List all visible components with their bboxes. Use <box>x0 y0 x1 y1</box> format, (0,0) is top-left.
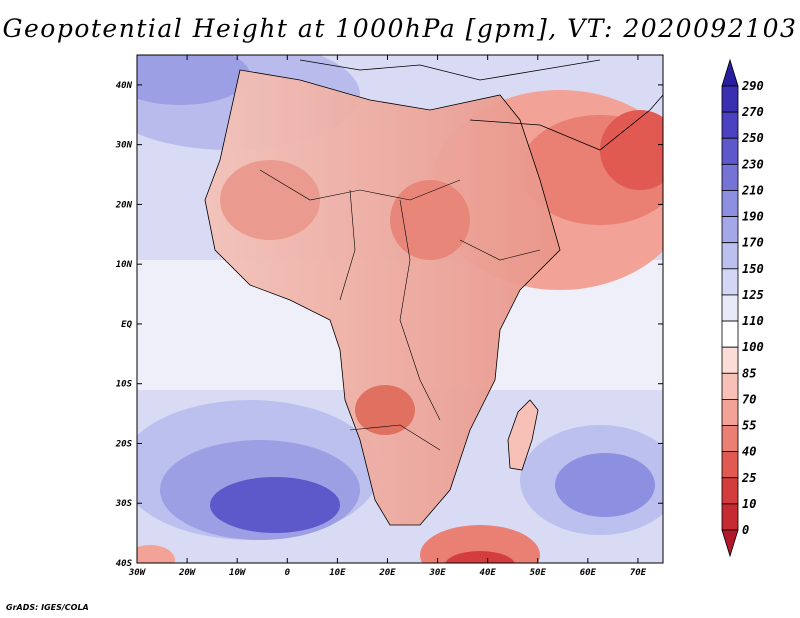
colorbar-label: 170 <box>742 236 764 250</box>
colorbar-label: 40 <box>742 445 756 459</box>
colorbar-label: 150 <box>742 262 764 276</box>
colorbar-swatch <box>721 477 739 505</box>
colorbar-swatch <box>721 399 739 426</box>
colorbar-label: 290 <box>741 79 764 93</box>
lon-tick-label: 60E <box>580 568 597 578</box>
lon-tick-label: 30W <box>128 568 147 578</box>
colorbar-label: 100 <box>742 340 764 354</box>
lon-tick-label: 20W <box>178 568 197 578</box>
lat-tick-label: EQ <box>121 320 132 330</box>
lon-tick-label: 70E <box>630 568 647 578</box>
lat-tick-label: 10S <box>116 380 133 390</box>
colorbar-swatch <box>721 242 739 270</box>
lon-tick-label: 10W <box>229 568 247 578</box>
colorbar-swatch <box>721 190 739 217</box>
lon-tick-label: 10E <box>329 568 346 578</box>
colorbar-swatch <box>721 320 739 348</box>
lon-tick-label: 20E <box>378 568 396 578</box>
colorbar-label: 210 <box>741 183 764 197</box>
map-title: Geopotential Height at 1000hPa [gpm], VT… <box>2 14 798 43</box>
lon-tick-label: 40E <box>480 568 497 578</box>
colorbar-swatch <box>721 372 739 400</box>
colorbar-label: 125 <box>742 288 764 302</box>
colorbar-label: 85 <box>742 366 756 380</box>
lat-tick-label: 20S <box>115 439 133 449</box>
colorbar-label: 190 <box>742 210 764 224</box>
colorbar-label: 270 <box>741 105 764 119</box>
lat-tick-label: 40S <box>116 559 133 569</box>
colorbar-label: 250 <box>741 131 764 145</box>
colorbar-label: 25 <box>741 471 756 485</box>
colorbar-swatch <box>721 111 739 139</box>
colorbar-swatch <box>721 503 739 531</box>
colorbar-swatch <box>721 346 739 374</box>
colorbar-swatch <box>721 137 739 165</box>
lat-tick-label: 30S <box>115 499 133 509</box>
colorbar-swatch <box>721 216 739 244</box>
colorbar-swatch <box>721 85 739 113</box>
colorbar-swatch <box>721 268 739 296</box>
colorbar-label: 70 <box>742 392 756 406</box>
colorbar-swatch <box>721 294 739 322</box>
colorbar-swatch <box>721 163 739 191</box>
map-frame <box>136 54 664 564</box>
height-field <box>137 55 663 563</box>
lat-tick-label: 20N <box>115 200 133 210</box>
colorbar-swatch <box>721 529 739 558</box>
lon-tick-label: 50E <box>530 568 547 578</box>
colorbar-swatch <box>721 425 739 453</box>
lon-tick-label: 0 <box>285 568 291 578</box>
colorbar-label: 230 <box>741 157 764 171</box>
lon-tick-label: 30E <box>428 568 446 578</box>
colorbar-swatch <box>721 58 739 87</box>
colorbar-label: 10 <box>742 497 756 511</box>
colorbar-swatch <box>721 451 739 479</box>
lat-tick-label: 30N <box>115 141 133 151</box>
lat-tick-label: 10N <box>116 260 133 270</box>
colorbar-label: 55 <box>742 419 756 433</box>
colorbar: 2902702502302101901701501251101008570554… <box>721 58 764 558</box>
colorbar-label: 110 <box>742 314 764 328</box>
lat-tick-label: 40N <box>116 81 133 91</box>
colorbar-label: 0 <box>742 523 749 537</box>
footer-credit: GrADS: IGES/COLA <box>6 603 89 612</box>
